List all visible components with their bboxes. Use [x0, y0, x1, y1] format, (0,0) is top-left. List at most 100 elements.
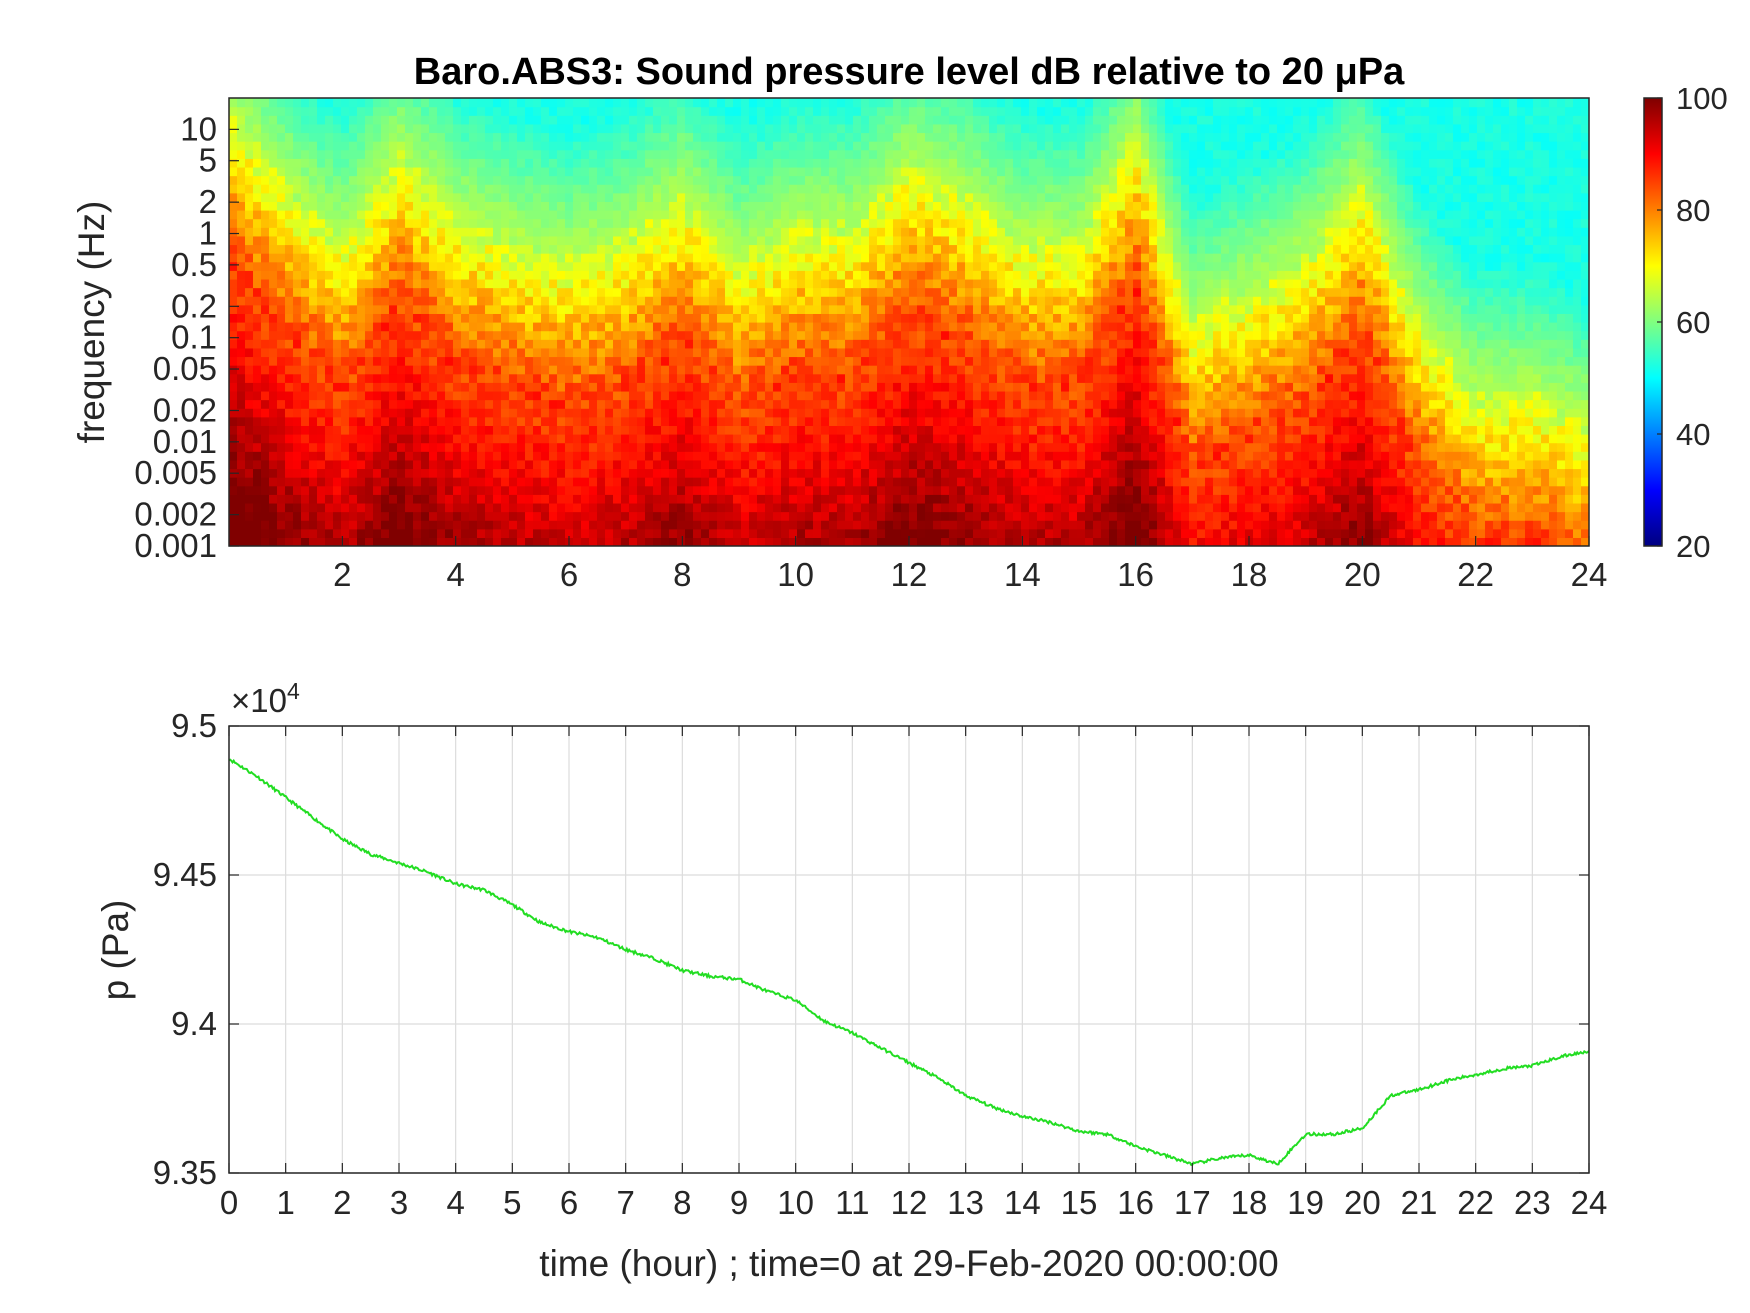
- spectrogram-cell: [725, 270, 734, 280]
- spectrogram-cell: [573, 304, 582, 314]
- spectrogram-cell: [829, 485, 838, 495]
- spectrogram-cell: [469, 253, 478, 263]
- spectrogram-cell: [525, 416, 534, 426]
- spectrogram-cell: [893, 123, 902, 134]
- spectrogram-cell: [445, 330, 454, 340]
- spectrogram-cell: [549, 322, 558, 332]
- spectrogram-cell: [717, 158, 726, 168]
- spectrogram-cell: [885, 201, 894, 211]
- spectrogram-cell: [573, 253, 582, 263]
- spectrogram-cell: [941, 141, 950, 151]
- spectrogram-cell: [557, 261, 566, 271]
- spectrogram-cell: [317, 210, 326, 220]
- spectrogram-cell: [957, 485, 966, 495]
- spectrogram-cell: [509, 365, 518, 375]
- spectrogram-cell: [301, 322, 310, 332]
- spectrogram-cell: [541, 537, 550, 546]
- spectrogram-cell: [797, 356, 806, 366]
- spectrogram-cell: [477, 322, 486, 332]
- spectrogram-cell: [597, 502, 606, 513]
- spectrogram-cell: [789, 227, 798, 237]
- spectrogram-cell: [381, 468, 390, 478]
- spectrogram-cell: [605, 408, 614, 418]
- spectrogram-cell: [421, 339, 430, 349]
- spectrogram-cell: [645, 175, 654, 185]
- spectrogram-cell: [717, 132, 726, 142]
- spectrogram-cell: [645, 434, 654, 444]
- spectrogram-cell: [549, 485, 558, 495]
- spectrogram-cell: [349, 166, 358, 177]
- spectrogram-cell: [461, 210, 470, 220]
- spectrogram-cell: [757, 175, 766, 185]
- spectrogram-cell: [453, 304, 462, 314]
- spectrogram-cell: [725, 166, 734, 177]
- spectrogram-cell: [645, 235, 654, 246]
- spectrogram-cell: [813, 382, 822, 392]
- spectrogram-cell: [597, 304, 606, 314]
- spectrogram-cell: [349, 468, 358, 478]
- spectrogram-cell: [637, 158, 646, 168]
- spectrogram-cell: [725, 192, 734, 202]
- spectrogram-cell: [829, 184, 838, 194]
- spectrogram-cell: [285, 356, 294, 366]
- spectrogram-cell: [989, 416, 998, 426]
- spectrogram-cell: [981, 106, 990, 116]
- spectrogram-cell: [389, 253, 398, 263]
- spectrogram-cell: [677, 313, 686, 323]
- spectrogram-cell: [429, 520, 438, 530]
- spectrogram-cell: [453, 339, 462, 349]
- spectrogram-cell: [757, 287, 766, 297]
- spectrogram-cell: [813, 261, 822, 271]
- spectrogram-cell: [773, 442, 782, 452]
- spectrogram-cell: [981, 218, 990, 228]
- spectrogram-cell: [501, 468, 510, 478]
- spectrogram-cell: [301, 416, 310, 426]
- spectrogram-cell: [429, 347, 438, 358]
- spectrogram-cell: [925, 528, 934, 538]
- spectrogram-cell: [933, 425, 942, 435]
- spectrogram-cell: [957, 184, 966, 194]
- spectrogram-cell: [301, 98, 310, 108]
- spectrogram-cell: [869, 347, 878, 358]
- spectrogram-cell: [285, 235, 294, 246]
- spectrogram-cell: [597, 244, 606, 254]
- spectrogram-cell: [845, 390, 854, 401]
- spectrogram-cell: [941, 166, 950, 177]
- spectrogram-cell: [941, 528, 950, 538]
- spectrogram-cell: [533, 468, 542, 478]
- spectrogram-cell: [589, 235, 598, 246]
- spectrogram-cell: [629, 434, 638, 444]
- spectrogram-cell: [661, 132, 670, 142]
- spectrogram-cell: [613, 373, 622, 383]
- spectrogram-cell: [797, 365, 806, 375]
- spectrogram-cell: [581, 494, 590, 504]
- spectrogram-cell: [413, 459, 422, 470]
- spectrogram-cell: [421, 261, 430, 271]
- spectrogram-cell: [405, 365, 414, 375]
- spectrogram-cell: [565, 304, 574, 314]
- spectrogram-cell: [237, 339, 246, 349]
- spectrogram-cell: [237, 278, 246, 289]
- spectrogram-cell: [597, 149, 606, 159]
- spectrogram-cell: [741, 494, 750, 504]
- spectrogram-cell: [765, 218, 774, 228]
- spectrogram-cell: [765, 434, 774, 444]
- spectrogram-cell: [989, 304, 998, 314]
- spectrogram-cell: [581, 434, 590, 444]
- spectrogram-cell: [661, 356, 670, 366]
- spectrogram-cell: [237, 365, 246, 375]
- spectrogram-cell: [845, 373, 854, 383]
- spectrogram-cell: [877, 408, 886, 418]
- spectrogram-cell: [429, 390, 438, 401]
- spectrogram-cell: [957, 502, 966, 513]
- spectrogram-cell: [581, 347, 590, 358]
- spectrogram-cell: [597, 201, 606, 211]
- spectrogram-cell: [565, 390, 574, 401]
- spectrogram-cell: [981, 459, 990, 470]
- spectrogram-cell: [261, 227, 270, 237]
- spectrogram-cell: [597, 296, 606, 306]
- spectrogram-cell: [789, 408, 798, 418]
- spectrogram-cell: [773, 425, 782, 435]
- spectrogram-cell: [813, 537, 822, 546]
- spectrogram-cell: [565, 192, 574, 202]
